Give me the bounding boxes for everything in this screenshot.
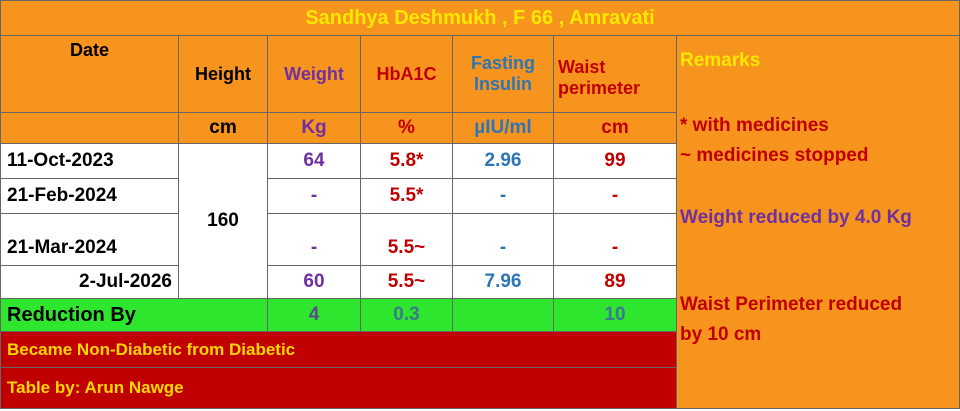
reduction-waist: 10 bbox=[553, 298, 677, 332]
value-cell: 89 bbox=[553, 265, 677, 299]
date-cell: 11-Oct-2023 bbox=[0, 143, 179, 179]
remark: Waist Perimeter reduced by 10 cm bbox=[680, 294, 903, 345]
value-cell: - bbox=[452, 213, 554, 266]
unit-cell bbox=[0, 112, 179, 144]
remark: Weight reduced by 4.0 Kg bbox=[680, 207, 912, 228]
reduction-hba1c: 0.3 bbox=[360, 298, 453, 332]
header-date: Date bbox=[0, 35, 179, 113]
remarks-title: Remarks bbox=[680, 50, 761, 71]
header-height: Height bbox=[178, 35, 268, 113]
remarks-panel bbox=[676, 35, 960, 409]
height-value: 160 bbox=[178, 143, 268, 299]
value-cell: 60 bbox=[267, 265, 361, 299]
remark: * with medicines bbox=[680, 115, 829, 136]
title: Sandhya Deshmukh , F 66 , Amravati bbox=[0, 0, 960, 36]
unit-waist: cm bbox=[553, 112, 677, 144]
header-insulin: Fasting Insulin bbox=[452, 35, 554, 113]
unit-insulin: µIU/ml bbox=[452, 112, 554, 144]
value-cell: - bbox=[553, 213, 677, 266]
reduction-insulin bbox=[452, 298, 554, 332]
header-weight: Weight bbox=[267, 35, 361, 113]
header-waist: Waist perimeter bbox=[553, 35, 677, 113]
value-cell: - bbox=[267, 178, 361, 214]
reduction-weight: 4 bbox=[267, 298, 361, 332]
value-cell: - bbox=[452, 178, 554, 214]
value-cell: 2.96 bbox=[452, 143, 554, 179]
value-cell: 5.8* bbox=[360, 143, 453, 179]
value-cell: 5.5~ bbox=[360, 213, 453, 266]
reduction-label: Reduction By bbox=[0, 298, 268, 332]
header-hba1c: HbA1C bbox=[360, 35, 453, 113]
value-cell: 5.5~ bbox=[360, 265, 453, 299]
remark: ~ medicines stopped bbox=[680, 145, 869, 166]
date-cell: 21-Feb-2024 bbox=[0, 178, 179, 214]
note: Became Non-Diabetic from Diabetic bbox=[0, 331, 677, 368]
value-cell: - bbox=[553, 178, 677, 214]
date-cell: 21-Mar-2024 bbox=[0, 213, 179, 266]
value-cell: 64 bbox=[267, 143, 361, 179]
unit-hba1c: % bbox=[360, 112, 453, 144]
value-cell: 5.5* bbox=[360, 178, 453, 214]
date-cell: 2-Jul-2026 bbox=[0, 265, 179, 299]
unit-height: cm bbox=[178, 112, 268, 144]
note: Table by: Arun Nawge bbox=[0, 367, 677, 409]
value-cell: 7.96 bbox=[452, 265, 554, 299]
value-cell: - bbox=[267, 213, 361, 266]
value-cell: 99 bbox=[553, 143, 677, 179]
unit-weight: Kg bbox=[267, 112, 361, 144]
